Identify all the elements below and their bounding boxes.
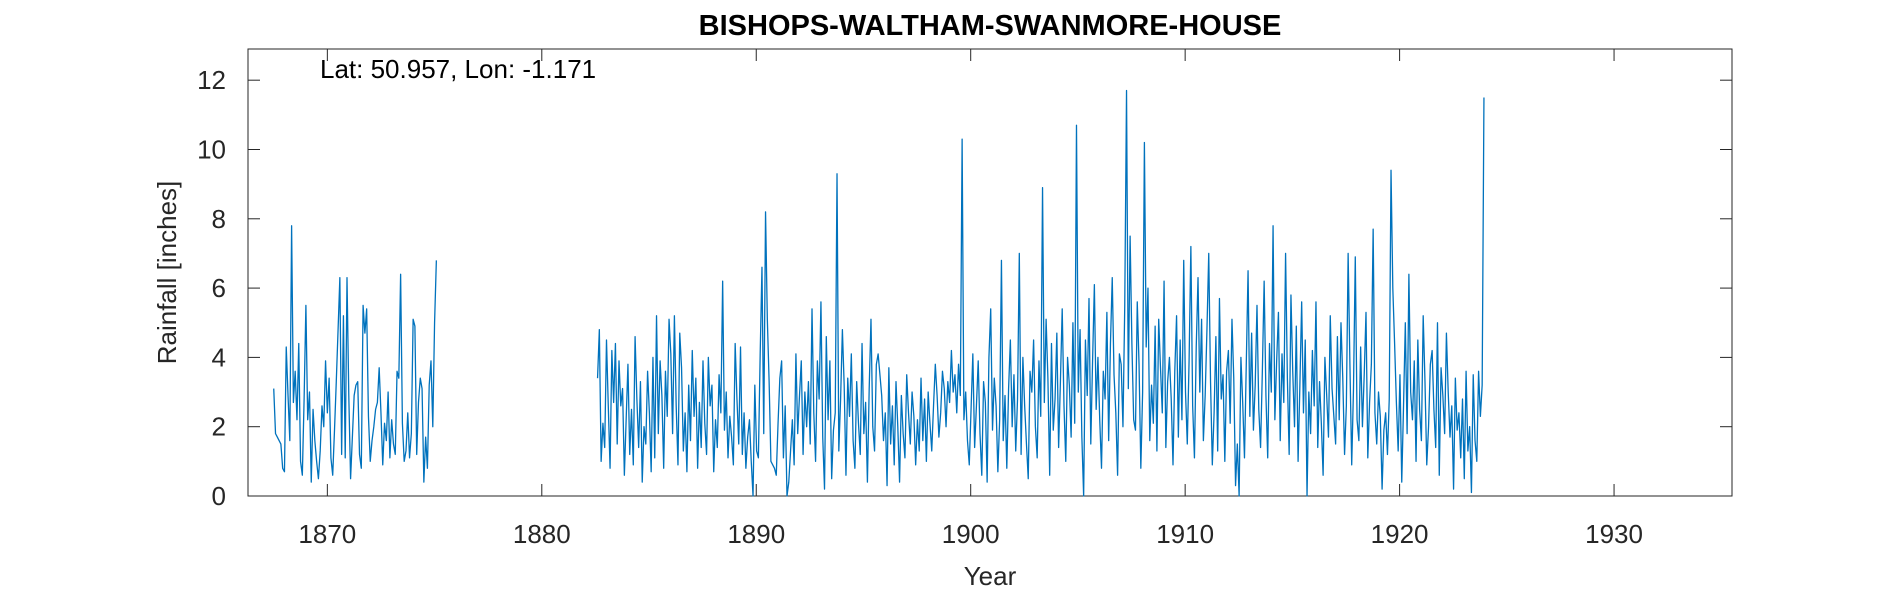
x-tick-label: 1920 bbox=[1371, 519, 1429, 549]
y-tick-label: 8 bbox=[212, 204, 226, 234]
x-tick-label: 1890 bbox=[727, 519, 785, 549]
series-layer bbox=[273, 89, 1485, 497]
x-tick-label: 1900 bbox=[942, 519, 1000, 549]
axis-ticks bbox=[248, 49, 1732, 497]
x-tick-label: 1870 bbox=[298, 519, 356, 549]
x-tick-label: 1930 bbox=[1585, 519, 1643, 549]
y-tick-label: 10 bbox=[197, 134, 226, 164]
y-tick-label: 4 bbox=[212, 342, 226, 372]
y-tick-label: 2 bbox=[212, 412, 226, 442]
rainfall-series-line bbox=[273, 225, 438, 483]
y-axis-label: Rainfall [inches] bbox=[152, 181, 182, 365]
axis-tick-labels: 1870 1880 1890 1900 1910 1920 1930 0 2 4 6 8 10 12 bbox=[197, 65, 1643, 549]
rainfall-series-line bbox=[596, 89, 1485, 497]
x-tick-label: 1880 bbox=[513, 519, 571, 549]
y-tick-label: 6 bbox=[212, 273, 226, 303]
location-annotation: Lat: 50.957, Lon: -1.171 bbox=[320, 54, 596, 84]
chart-title: BISHOPS-WALTHAM-SWANMORE-HOUSE bbox=[699, 10, 1282, 42]
plot-area bbox=[247, 48, 1733, 497]
y-tick-label: 12 bbox=[197, 65, 226, 95]
x-tick-label: 1910 bbox=[1156, 519, 1214, 549]
y-tick-label: 0 bbox=[212, 481, 226, 511]
x-axis-label: Year bbox=[964, 561, 1017, 591]
